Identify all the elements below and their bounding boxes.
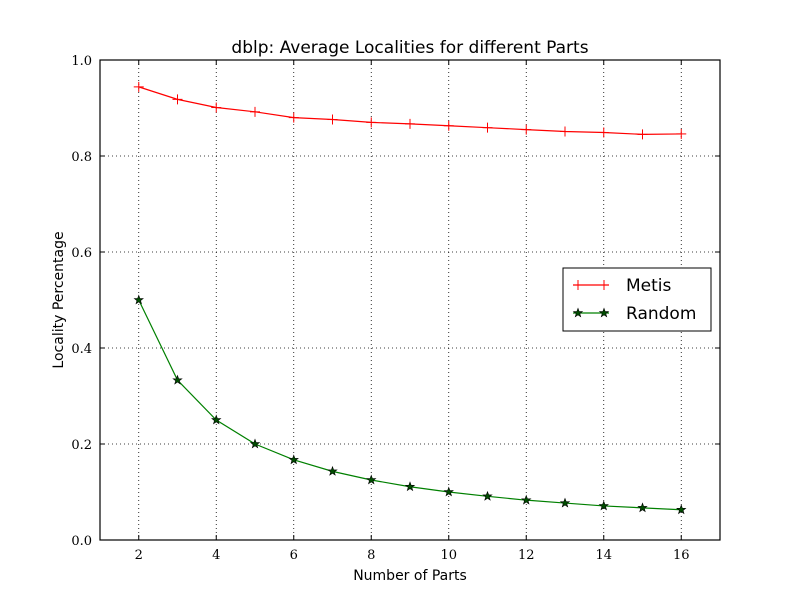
data-point-random: [482, 490, 493, 501]
data-point-metis: [637, 129, 648, 140]
data-point-metis: [521, 124, 532, 135]
legend-label-random: Random: [626, 304, 696, 324]
data-point-random: [598, 500, 609, 511]
y-tick-label: 0.8: [71, 150, 92, 165]
data-point-metis: [288, 112, 299, 123]
x-tick-label: 10: [440, 548, 457, 563]
x-tick-label: 16: [673, 548, 690, 563]
y-tick-label: 0.4: [71, 342, 92, 357]
data-point-metis: [327, 114, 338, 125]
data-point-random: [211, 414, 222, 425]
legend-marker-random: [572, 307, 584, 318]
data-point-metis: [211, 102, 222, 113]
data-point-metis: [560, 126, 570, 137]
data-point-metis: [482, 122, 493, 133]
legend: Metis Random: [562, 267, 712, 332]
data-point-metis: [443, 120, 454, 131]
data-point-random: [327, 465, 338, 476]
data-point-metis: [405, 118, 415, 129]
series-random: [133, 294, 687, 515]
x-tick-label: 2: [135, 548, 143, 563]
y-tick-label: 1.0: [71, 54, 92, 69]
data-point-random: [443, 486, 454, 497]
data-point-metis: [133, 81, 144, 92]
data-point-random: [366, 474, 377, 485]
x-tick-label: 14: [595, 548, 612, 563]
data-point-metis: [172, 94, 183, 105]
data-point-random: [637, 502, 648, 513]
series-layer: [133, 81, 687, 515]
series-metis: [133, 81, 687, 140]
y-axis-label: Locality Percentage: [51, 231, 67, 368]
data-point-random: [521, 494, 532, 505]
legend-entries: Metis Random: [572, 276, 696, 324]
data-point-metis: [366, 117, 377, 128]
data-point-metis: [598, 127, 609, 138]
legend-marker-metis: [599, 280, 609, 290]
data-point-metis: [250, 106, 260, 117]
y-tick-label: 0.0: [71, 534, 92, 549]
data-point-random: [249, 438, 261, 449]
x-tick-label: 8: [367, 548, 375, 563]
legend-marker-random: [598, 307, 610, 318]
x-tick-label: 6: [290, 548, 298, 563]
y-tick-label: 0.6: [71, 246, 92, 261]
data-point-random: [404, 481, 416, 492]
data-point-random: [172, 374, 183, 385]
chart-title: dblp: Average Localities for different P…: [231, 38, 588, 58]
legend-marker-metis: [573, 280, 583, 290]
legend-entry-random: Random: [572, 304, 696, 324]
x-axis-label: Number of Parts: [353, 568, 467, 584]
data-point-random: [288, 454, 299, 465]
data-point-random: [133, 294, 144, 305]
data-point-random: [676, 504, 687, 515]
legend-box: [562, 267, 712, 332]
legend-entry-metis: Metis: [573, 276, 672, 296]
axis-ticks: 2 4 6 8 10 12 14 16 0.0 0.2 0.4 0.6 0.8 1.0: [71, 54, 720, 563]
data-point-random: [559, 497, 571, 508]
data-point-metis: [676, 128, 687, 139]
x-tick-label: 4: [212, 548, 220, 563]
legend-label-metis: Metis: [626, 276, 672, 296]
plot-frame: [99, 59, 721, 541]
x-tick-label: 12: [518, 548, 535, 563]
y-tick-label: 0.2: [71, 438, 92, 453]
